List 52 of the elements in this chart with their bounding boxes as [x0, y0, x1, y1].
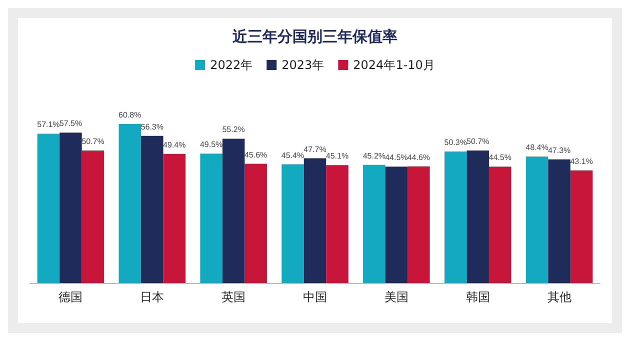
chart-title: 近三年分国别三年保值率	[232, 28, 398, 46]
bar	[548, 159, 570, 283]
bar	[37, 134, 60, 283]
bar	[408, 166, 430, 283]
data-label: 50.3%	[444, 138, 467, 147]
data-label: 44.5%	[488, 153, 512, 162]
bar	[222, 138, 245, 283]
data-label: 44.5%	[385, 153, 408, 162]
x-tick-label: 美国	[384, 290, 408, 304]
data-label: 47.7%	[304, 144, 326, 154]
bar	[488, 166, 512, 283]
x-tick-label: 其他	[547, 290, 572, 304]
x-tick-label: 韩国	[466, 290, 490, 304]
data-label: 50.7%	[82, 136, 104, 146]
x-tick-label: 英国	[222, 290, 246, 304]
bar	[444, 152, 467, 283]
data-label: 43.1%	[570, 156, 593, 166]
bar	[282, 164, 304, 283]
legend-label: 2023年	[282, 58, 324, 72]
x-tick-label: 中国	[303, 290, 327, 304]
bar	[244, 164, 267, 283]
bar	[363, 164, 386, 283]
bar	[304, 158, 326, 283]
bar	[118, 124, 142, 283]
bar	[141, 136, 164, 283]
data-label: 50.7%	[466, 136, 490, 146]
data-label: 55.2%	[222, 125, 245, 134]
bar	[200, 154, 222, 283]
bar	[385, 166, 408, 283]
data-label: 56.3%	[140, 122, 164, 132]
legend-label: 2022年	[210, 58, 253, 72]
data-label: 45.4%	[281, 150, 304, 160]
data-label: 47.3%	[548, 146, 571, 155]
bar	[163, 154, 186, 283]
data-label: 45.6%	[244, 150, 268, 160]
bar	[466, 150, 489, 283]
bar	[570, 170, 593, 283]
data-label: 60.8%	[118, 110, 142, 120]
data-label: 48.4%	[526, 142, 548, 152]
data-label: 49.5%	[200, 140, 223, 150]
bar	[60, 132, 82, 283]
bar	[526, 156, 548, 283]
data-label: 57.5%	[59, 119, 82, 128]
x-tick-label: 日本	[140, 290, 164, 304]
bar	[326, 165, 348, 283]
data-label: 57.1%	[37, 120, 60, 130]
data-label: 44.6%	[407, 152, 430, 162]
data-label: 45.2%	[362, 151, 386, 160]
x-tick-label: 德国	[58, 290, 83, 304]
legend-label: 2024年1-10月	[353, 58, 435, 72]
bar	[82, 150, 104, 283]
data-label: 45.1%	[326, 152, 349, 161]
